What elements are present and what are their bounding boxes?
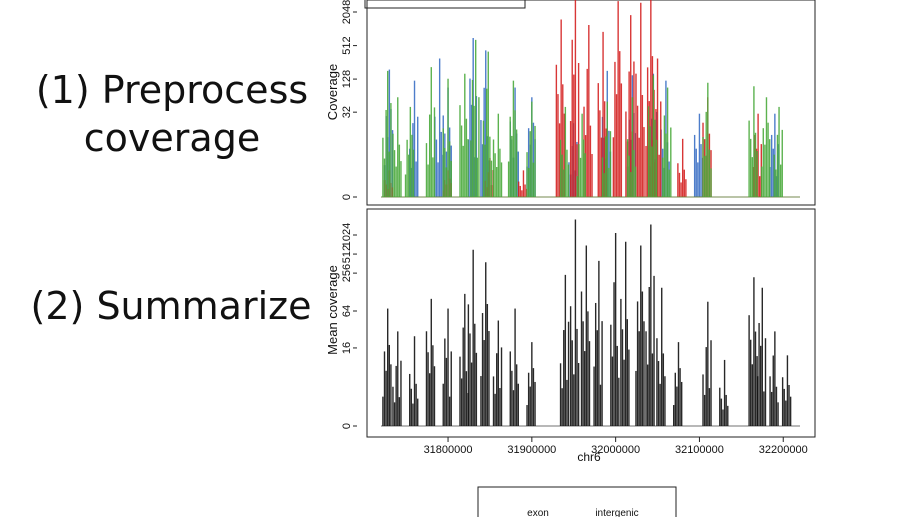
- step2-label: (2) Summarize: [30, 284, 312, 328]
- legend-entry-exon: exon: [527, 508, 549, 517]
- mean-coverage-series-group: [381, 219, 800, 427]
- y-tick-label: 128: [341, 70, 353, 88]
- y-tick-label: 16: [341, 342, 353, 354]
- y-tick-label: 1024: [341, 223, 353, 247]
- coverage-series-group: [381, 0, 800, 198]
- mean-coverage-panel-frame: [366, 208, 816, 438]
- chr6-x-axis: 31800000 31900000 32000000 32100000 32200000: [424, 437, 808, 456]
- y-tick-label: 32: [341, 106, 353, 118]
- y-tick-label: 64: [341, 305, 353, 317]
- step1-label: (1) Preprocess coverage: [22, 66, 322, 162]
- step1-label-line1: (1) Preprocess: [35, 68, 309, 112]
- coverage-y-axis-label: Coverage: [325, 64, 340, 120]
- y-tick-label: 512: [341, 245, 353, 263]
- coverage-panel: 0 32 128 512 2048 Coverage: [325, 0, 816, 206]
- step1-label-line2: coverage: [83, 116, 261, 160]
- y-tick-label: 256: [341, 264, 353, 282]
- upper-legend-box-fragment: [364, 0, 526, 9]
- legend-box: [477, 486, 677, 517]
- y-tick-label: 0: [341, 194, 353, 200]
- mean-coverage-y-axis-label: Mean coverage: [325, 265, 340, 355]
- coverage-y-axis: 0 32 128 512 2048: [341, 0, 357, 200]
- y-tick-label: 0: [341, 423, 353, 429]
- coverage-panel-frame: [366, 0, 816, 206]
- legend: exon intergenic: [477, 486, 677, 517]
- x-tick-label: 32200000: [759, 444, 808, 456]
- legend-entry-intergenic: intergenic: [595, 508, 638, 517]
- y-tick-label: 2048: [341, 0, 353, 24]
- x-axis-label: chr6: [577, 450, 601, 464]
- x-tick-label: 31800000: [424, 444, 473, 456]
- y-tick-label: 512: [341, 36, 353, 54]
- x-tick-label: 31900000: [507, 444, 556, 456]
- x-tick-label: 32000000: [591, 444, 640, 456]
- x-tick-label: 32100000: [675, 444, 724, 456]
